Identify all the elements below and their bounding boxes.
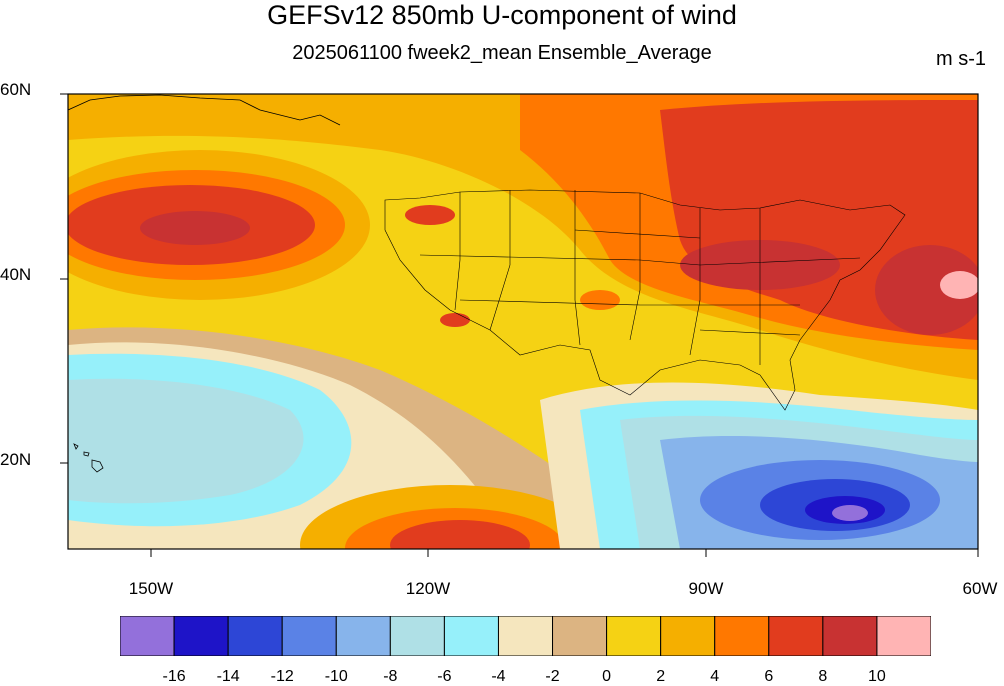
colorbar-swatch <box>876 616 931 656</box>
colorbar-tick-label: -8 <box>383 668 398 685</box>
field-coast-blob-b <box>440 313 470 327</box>
field-coast-blob-a <box>405 205 455 225</box>
lon-label-150w: 150W <box>128 579 174 598</box>
colorbar-tick-label: -4 <box>491 668 506 685</box>
colorbar-swatch <box>173 616 229 656</box>
lon-label-90w: 90W <box>688 579 724 598</box>
colorbar-tick-label: -10 <box>324 668 348 685</box>
colorbar-swatch <box>281 616 337 656</box>
colorbar-tick-label: -6 <box>437 668 452 685</box>
lat-label-20n: 20N <box>0 450 32 469</box>
field-lightblue-west <box>68 378 304 504</box>
field-east-pink <box>940 271 978 299</box>
colorbar-tick-label: 8 <box>818 668 828 685</box>
colorbar-swatch <box>120 616 175 656</box>
lon-label-60w: 60W <box>962 579 998 598</box>
colorbar-swatch <box>443 616 499 656</box>
field-west-darkred <box>140 211 250 245</box>
axis-ticks <box>60 93 979 557</box>
colorbar-swatch <box>497 616 554 656</box>
colorbar-tick-label: 4 <box>710 668 720 685</box>
colorbar-swatch <box>606 616 662 656</box>
colorbar-swatch <box>714 616 770 656</box>
colorbar-swatch <box>822 616 878 656</box>
map-frame <box>67 93 979 550</box>
units-label: m s-1 <box>936 48 986 70</box>
colorbar-swatch <box>660 616 716 656</box>
field-se-purple <box>832 505 868 521</box>
colorbar-swatch <box>389 616 445 656</box>
lat-label-60n: 60N <box>0 80 32 99</box>
chart-title: GEFSv12 850mb U-component of wind <box>267 0 737 30</box>
colorbar-tick-label: 0 <box>602 668 612 685</box>
colorbar-tick-label: -16 <box>162 668 186 685</box>
colorbar-swatch <box>227 616 283 656</box>
field-south-red <box>390 520 530 549</box>
colorbar <box>120 616 931 656</box>
field-coast-blob-c <box>580 290 620 310</box>
hawaii-islands <box>73 443 104 473</box>
lat-label-40n: 40N <box>0 265 32 284</box>
colorbar-tick-label: -2 <box>545 668 560 685</box>
chart-subtitle: 2025061100 fweek2_mean Ensemble_Average <box>292 42 712 64</box>
colorbar-tick-label: -12 <box>270 668 294 685</box>
lon-label-120w: 120W <box>405 579 451 598</box>
state-boundaries <box>384 189 906 411</box>
colorbar-tick-label: 2 <box>656 668 666 685</box>
alaska-coast <box>68 94 341 126</box>
colorbar-tick-label: 10 <box>868 668 886 685</box>
colorbar-tick-label: 6 <box>764 668 774 685</box>
colorbar-swatch <box>552 616 608 656</box>
colorbar-swatch <box>768 616 824 656</box>
colorbar-swatch <box>335 616 391 656</box>
colorbar-tick-label: -14 <box>216 668 240 685</box>
field-east-darkred-a <box>875 245 978 335</box>
